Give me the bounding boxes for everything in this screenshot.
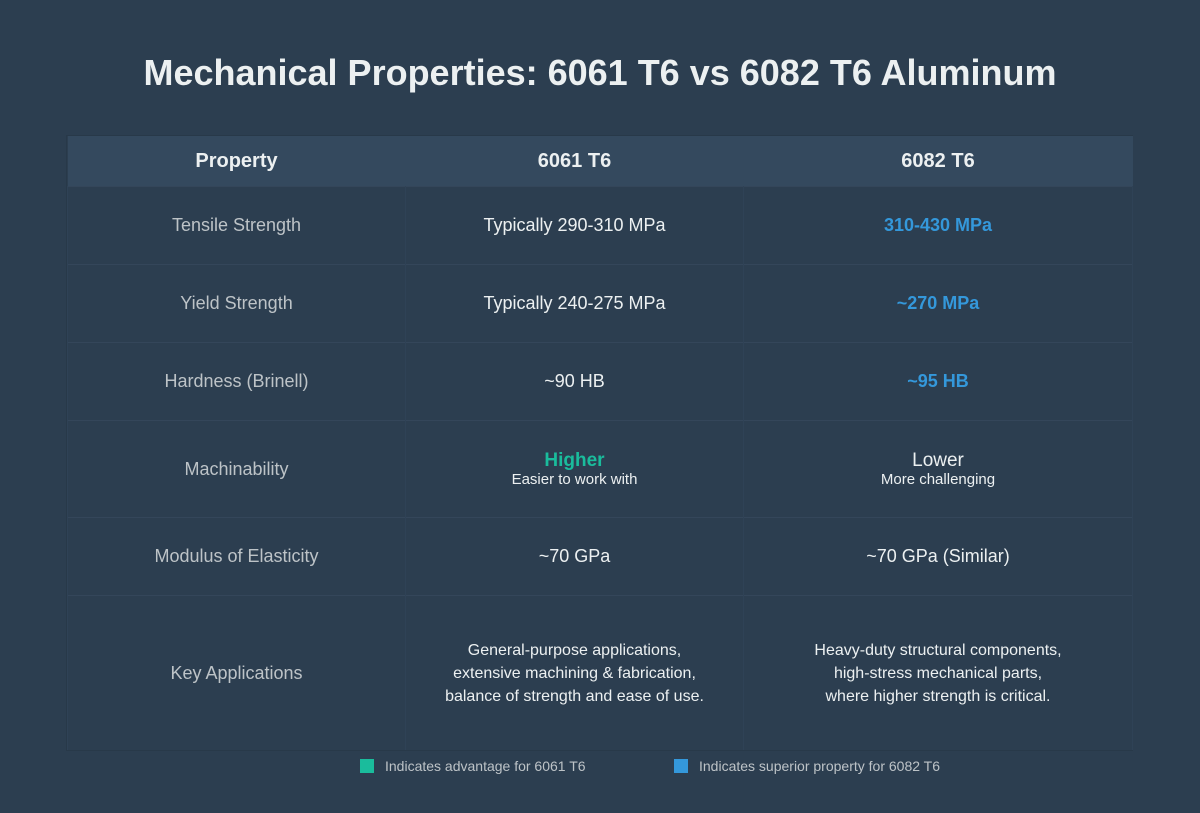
- table-row: Machinability Higher Easier to work with…: [67, 420, 1133, 518]
- value-6061: Higher Easier to work with: [405, 420, 744, 518]
- value-6061-main: Higher: [544, 449, 605, 471]
- property-label: Key Applications: [67, 595, 406, 750]
- green-swatch-icon: [360, 759, 374, 773]
- page-title: Mechanical Properties: 6061 T6 vs 6082 T…: [143, 52, 1057, 93]
- table-row: Yield Strength Typically 240-275 MPa ~27…: [67, 264, 1133, 343]
- table-row: Key Applications General-purpose applica…: [67, 595, 1133, 750]
- legend-label: Indicates advantage for 6061 T6: [385, 758, 586, 774]
- value-6082: ~70 GPa (Similar): [743, 517, 1133, 596]
- value-6082: Heavy-duty structural components, high-s…: [743, 595, 1133, 750]
- legend-item-6082: Indicates superior property for 6082 T6: [674, 758, 940, 774]
- value-6061-sub: Easier to work with: [511, 470, 638, 488]
- value-6061: ~70 GPa: [405, 517, 744, 596]
- property-label: Modulus of Elasticity: [67, 517, 406, 596]
- value-6061: Typically 240-275 MPa: [405, 264, 744, 343]
- header-6082: 6082 T6: [743, 136, 1133, 187]
- value-6082-main: Lower: [912, 449, 964, 471]
- table-header-row: Property 6061 T6 6082 T6: [67, 136, 1133, 187]
- value-6082: Lower More challenging: [743, 420, 1133, 518]
- value-6061: General-purpose applications, extensive …: [405, 595, 744, 750]
- header-6061: 6061 T6: [405, 136, 744, 187]
- header-property: Property: [67, 136, 406, 187]
- value-6082-sub: More challenging: [880, 470, 996, 488]
- table-row: Hardness (Brinell) ~90 HB ~95 HB: [67, 342, 1133, 421]
- value-6061: ~90 HB: [405, 342, 744, 421]
- property-label: Yield Strength: [67, 264, 406, 343]
- value-6082: ~270 MPa: [743, 264, 1133, 343]
- property-label: Machinability: [67, 420, 406, 518]
- value-6082: 310-430 MPa: [743, 186, 1133, 265]
- blue-swatch-icon: [674, 759, 688, 773]
- legend-label: Indicates superior property for 6082 T6: [699, 758, 940, 774]
- table-row: Modulus of Elasticity ~70 GPa ~70 GPa (S…: [67, 517, 1133, 596]
- value-6061: Typically 290-310 MPa: [405, 186, 744, 265]
- table-row: Tensile Strength Typically 290-310 MPa 3…: [67, 186, 1133, 265]
- legend-item-6061: Indicates advantage for 6061 T6: [360, 758, 586, 774]
- property-label: Hardness (Brinell): [67, 342, 406, 421]
- comparison-table: Property 6061 T6 6082 T6 Tensile Strengt…: [67, 136, 1133, 750]
- property-label: Tensile Strength: [67, 186, 406, 265]
- value-6082: ~95 HB: [743, 342, 1133, 421]
